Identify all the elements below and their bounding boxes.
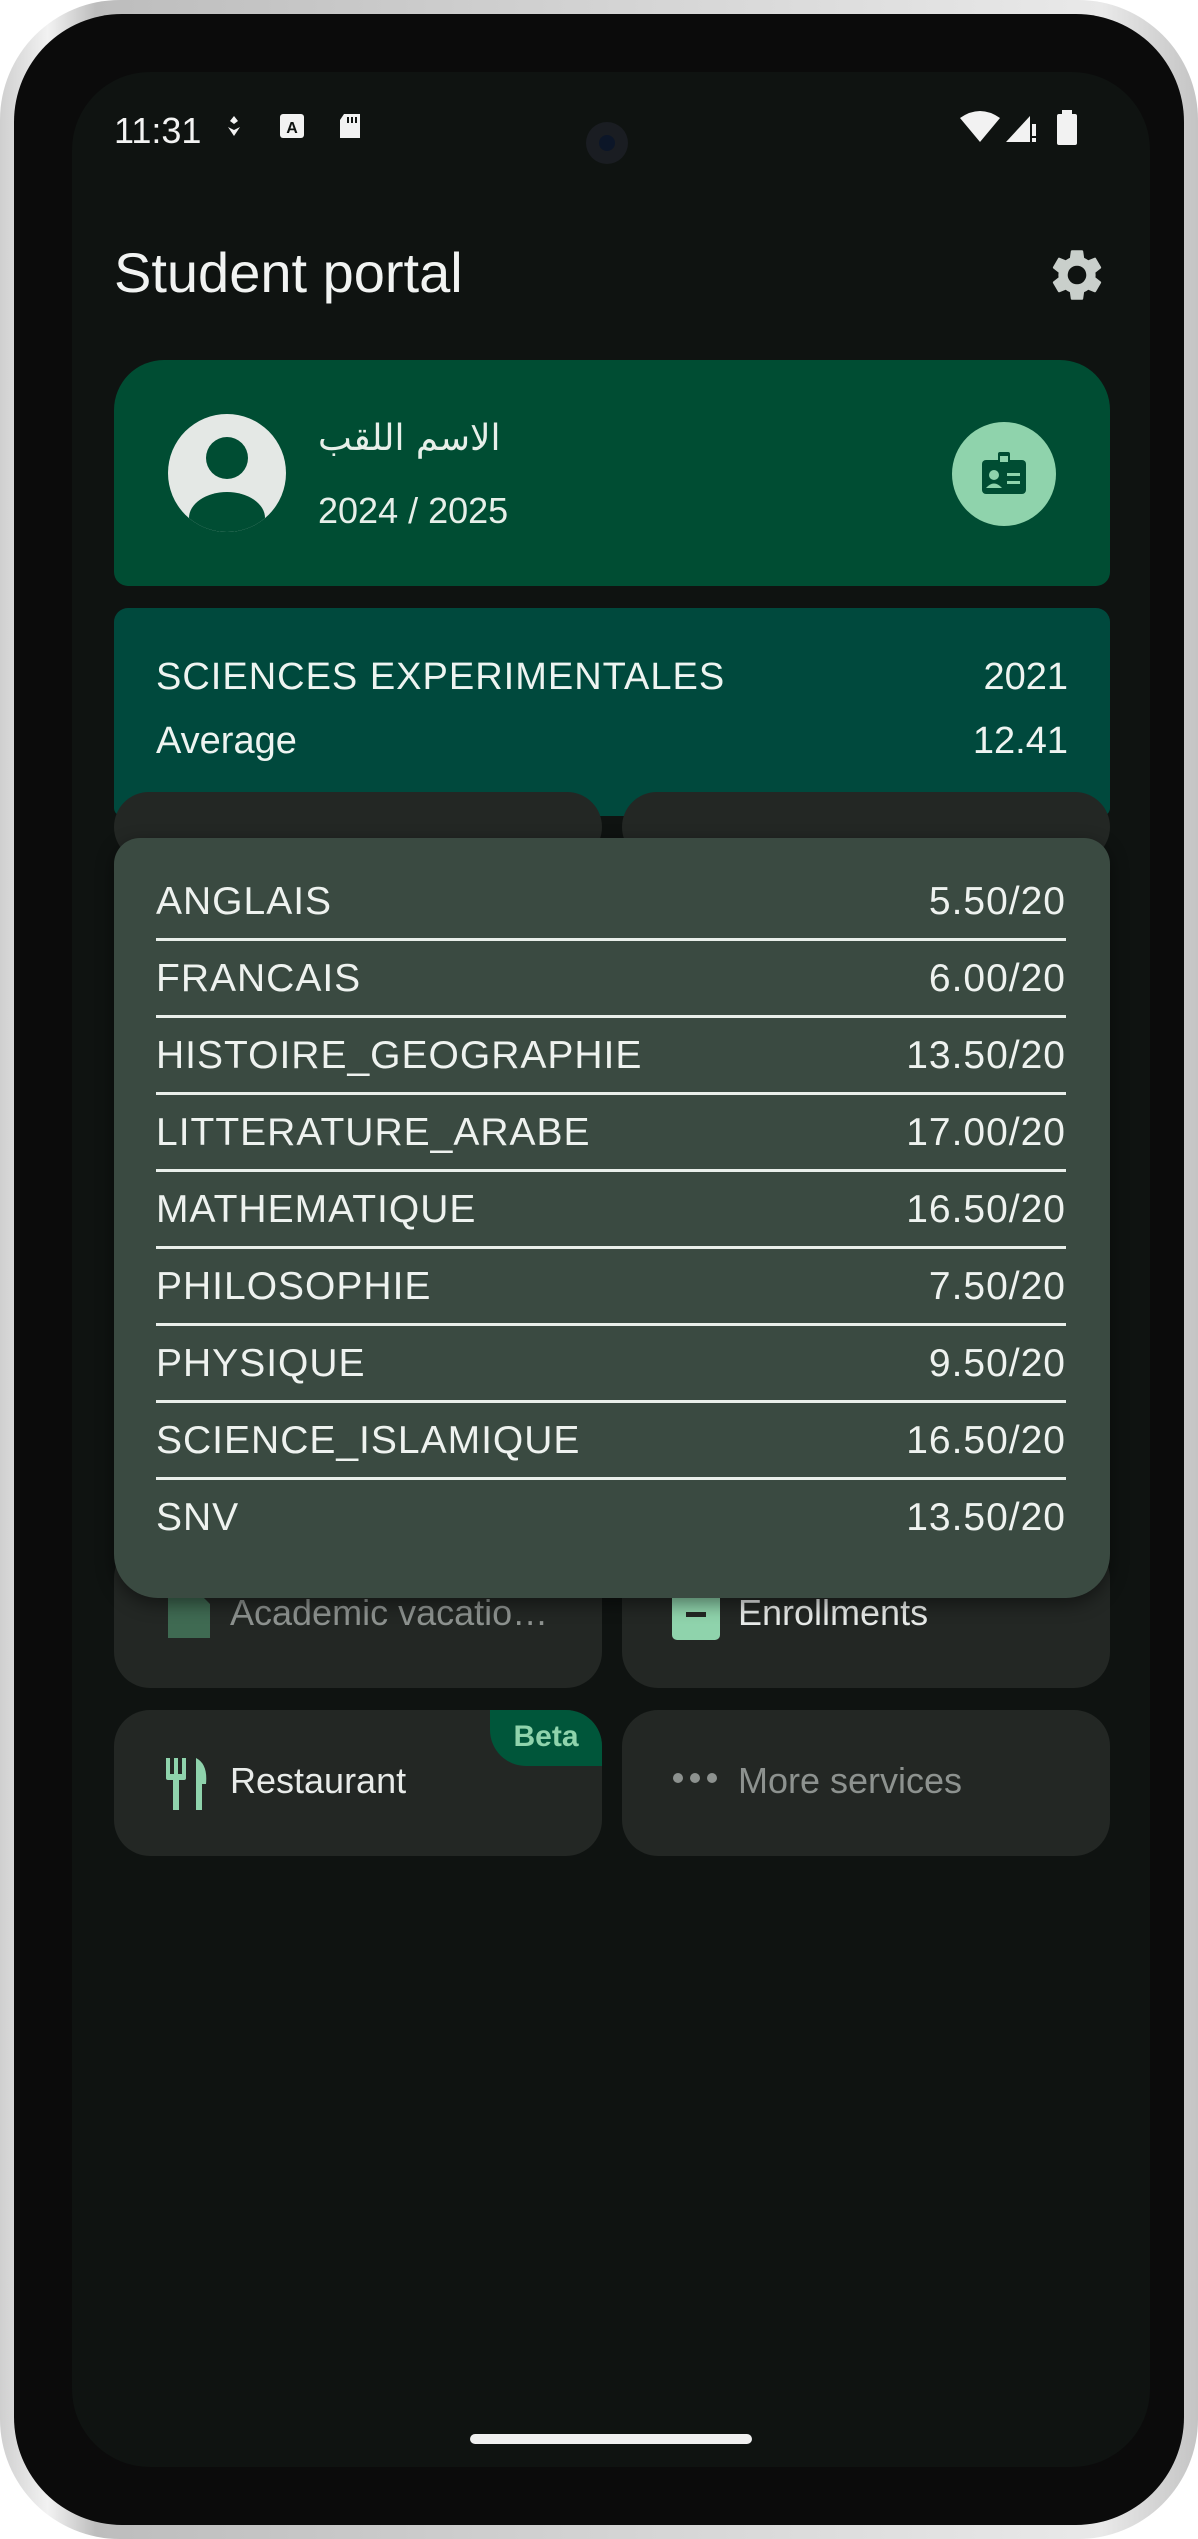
subject-name: SCIENCE_ISLAMIQUE <box>156 1419 581 1462</box>
subject-score: 13.50/20 <box>906 1496 1066 1539</box>
subject-name: FRANCAIS <box>156 957 362 1000</box>
grade-row: LITTERATURE_ARABE 17.00/20 <box>156 1093 1066 1172</box>
enrollments-label: Enrollments <box>738 1592 929 1633</box>
subject-name: ANGLAIS <box>156 880 333 923</box>
signal-icon <box>1006 116 1036 142</box>
average-value: 12.41 <box>972 720 1068 762</box>
status-time: 11:31 <box>114 110 202 151</box>
gear-icon[interactable] <box>1046 244 1108 306</box>
svg-text:A: A <box>286 120 298 137</box>
student-name: الاسم اللقب <box>318 418 501 459</box>
gesture-home-bar[interactable] <box>470 2434 752 2444</box>
grade-row: HISTOIRE_GEOGRAPHIE 13.50/20 <box>156 1016 1066 1095</box>
subject-score: 17.00/20 <box>906 1111 1066 1154</box>
subject-name: SNV <box>156 1496 240 1539</box>
app-screen: 11:31 A <box>72 72 1150 2467</box>
sd-card-icon <box>340 114 360 138</box>
restaurant-icon <box>166 1758 207 1810</box>
subject-name: PHYSIQUE <box>156 1342 366 1385</box>
phone-bezel: 11:31 A <box>14 14 1184 2525</box>
account-circle-icon <box>168 414 286 532</box>
subject-name: HISTOIRE_GEOGRAPHIE <box>156 1034 643 1077</box>
restaurant-label: Restaurant <box>230 1760 407 1801</box>
id-card-button[interactable] <box>952 422 1056 526</box>
subject-score: 9.50/20 <box>928 1342 1066 1385</box>
more-horizontal-icon <box>673 1773 717 1783</box>
battery-icon <box>1057 110 1077 145</box>
grade-row: SCIENCE_ISLAMIQUE 16.50/20 <box>156 1401 1066 1480</box>
document-icon <box>168 1590 210 1638</box>
subject-name: MATHEMATIQUE <box>156 1188 477 1231</box>
grade-row: PHILOSOPHIE 7.50/20 <box>156 1247 1066 1326</box>
a-badge-icon: A <box>280 114 304 138</box>
front-camera <box>586 122 628 164</box>
bac-results-card[interactable]: SCIENCES EXPERIMENTALES 2021 Average 12.… <box>114 608 1110 816</box>
enrollment-icon <box>672 1592 720 1640</box>
more-services-label: More services <box>738 1760 963 1801</box>
subject-score: 7.50/20 <box>928 1265 1066 1308</box>
grade-row: MATHEMATIQUE 16.50/20 <box>156 1170 1066 1249</box>
subject-name: LITTERATURE_ARABE <box>156 1111 591 1154</box>
academic-vacation-label: Academic vacatio… <box>230 1592 549 1633</box>
subject-name: PHILOSOPHIE <box>156 1265 432 1308</box>
profile-card[interactable]: الاسم اللقب 2024 / 2025 <box>114 360 1110 586</box>
restaurant-tile[interactable]: Restaurant Beta <box>114 1710 602 1856</box>
notification-icon <box>228 116 240 136</box>
average-label: Average <box>156 720 297 762</box>
grade-row: SNV 13.50/20 <box>156 1478 1066 1554</box>
subject-score: 16.50/20 <box>906 1419 1066 1462</box>
subject-score: 13.50/20 <box>906 1034 1066 1077</box>
subject-score: 16.50/20 <box>906 1188 1066 1231</box>
subject-score: 5.50/20 <box>928 880 1066 923</box>
beta-badge: Beta <box>490 1710 602 1766</box>
status-bar: 11:31 A <box>72 72 1150 192</box>
bac-stream: SCIENCES EXPERIMENTALES <box>156 656 726 698</box>
more-services-tile[interactable]: More services <box>622 1710 1110 1856</box>
grades-panel: ANGLAIS 5.50/20 FRANCAIS 6.00/20 HISTOIR… <box>114 838 1110 1598</box>
grade-row: FRANCAIS 6.00/20 <box>156 939 1066 1018</box>
id-card-icon <box>982 452 1026 494</box>
grade-row: ANGLAIS 5.50/20 <box>156 862 1066 941</box>
subject-score: 6.00/20 <box>928 957 1066 1000</box>
bac-year: 2021 <box>983 656 1068 698</box>
wifi-icon <box>960 111 1000 142</box>
grade-row: PHYSIQUE 9.50/20 <box>156 1324 1066 1403</box>
page-title: Student portal <box>114 241 463 304</box>
academic-year: 2024 / 2025 <box>318 490 509 531</box>
